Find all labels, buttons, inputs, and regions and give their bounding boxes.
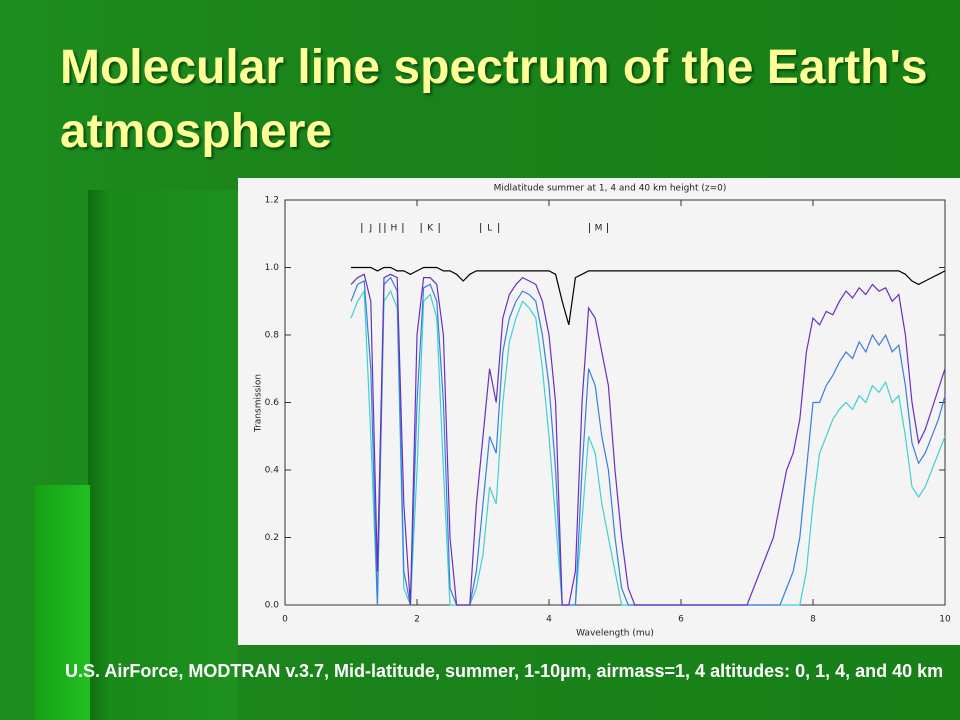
x-tick-label: 6 bbox=[678, 615, 684, 625]
x-tick-label: 0 bbox=[282, 615, 288, 625]
y-tick-label: 0.4 bbox=[265, 466, 280, 476]
band-label: H bbox=[391, 224, 398, 234]
y-tick-label: 0.0 bbox=[265, 601, 280, 611]
x-tick-label: 10 bbox=[939, 615, 951, 625]
series-line bbox=[350, 276, 946, 606]
y-tick-label: 1.0 bbox=[265, 263, 280, 273]
band-label: J bbox=[368, 224, 372, 234]
x-tick-label: 2 bbox=[414, 615, 420, 625]
x-tick-label: 4 bbox=[546, 615, 552, 625]
series-line bbox=[350, 289, 946, 606]
decoration bbox=[88, 190, 238, 720]
x-axis-label: Wavelength (mu) bbox=[576, 629, 654, 639]
y-tick-label: 0.2 bbox=[265, 533, 279, 543]
series-line bbox=[350, 273, 946, 606]
y-tick-label: 0.8 bbox=[265, 331, 280, 341]
y-tick-label: 0.6 bbox=[265, 398, 280, 408]
chart: Midlatitude summer at 1, 4 and 40 km hei… bbox=[238, 178, 960, 645]
band-label: M bbox=[595, 224, 603, 234]
x-tick-label: 8 bbox=[810, 615, 816, 625]
slide-title: Molecular line spectrum of the Earth's a… bbox=[60, 41, 928, 158]
y-axis-label: Transmission bbox=[254, 374, 264, 433]
band-label: K bbox=[427, 224, 434, 234]
band-label: L bbox=[487, 224, 492, 234]
series-line bbox=[351, 266, 946, 326]
y-tick-label: 1.2 bbox=[265, 196, 279, 206]
decoration bbox=[35, 485, 90, 720]
chart-title: Midlatitude summer at 1, 4 and 40 km hei… bbox=[494, 184, 727, 194]
caption: U.S. AirForce, MODTRAN v.3.7, Mid-latitu… bbox=[65, 661, 944, 681]
